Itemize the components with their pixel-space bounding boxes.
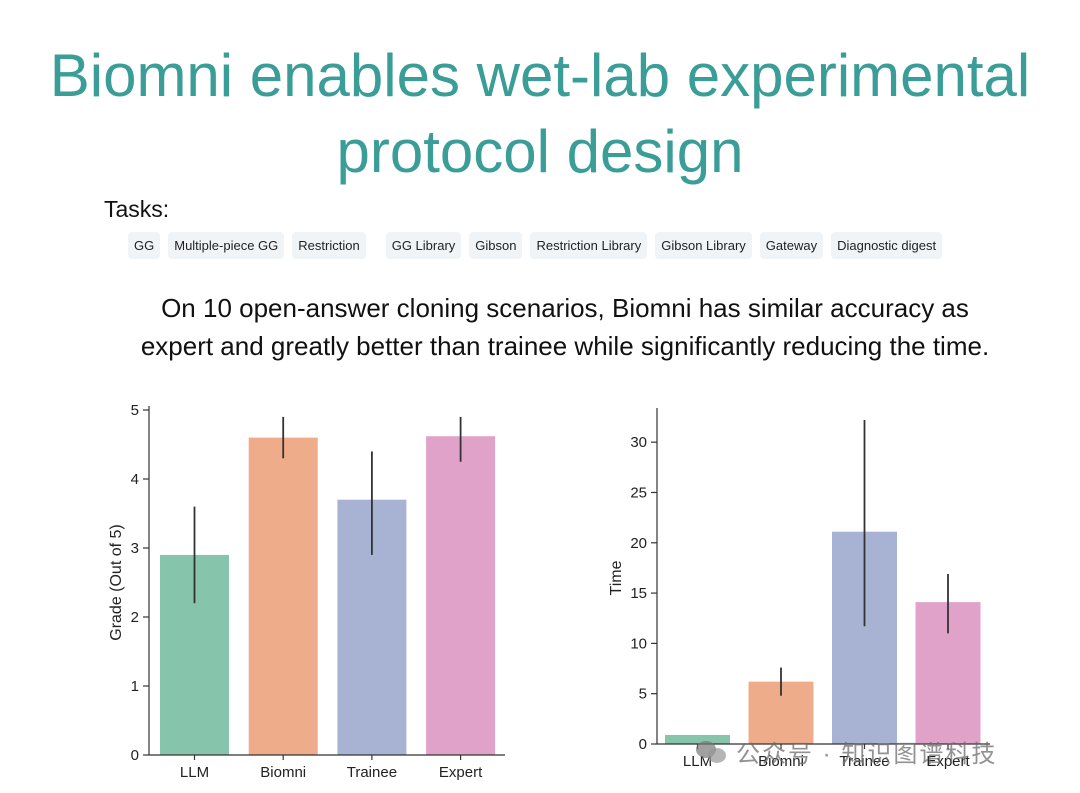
summary-text: On 10 open-answer cloning scenarios, Bio… xyxy=(0,289,1080,365)
wechat-icon xyxy=(696,739,728,765)
x-tick-label: Expert xyxy=(926,753,970,770)
title-line-2: protocol design xyxy=(336,118,744,185)
y-tick-label: 0 xyxy=(639,736,647,753)
y-tick-label: 15 xyxy=(630,585,647,602)
x-tick-label: LLM xyxy=(180,764,209,781)
slide-title: Biomni enables wet-lab experimental prot… xyxy=(0,38,1080,190)
bar-llm xyxy=(665,734,730,744)
task-tags: GG Multiple-piece GG Restriction GG Libr… xyxy=(128,232,943,259)
x-tick-label: Trainee xyxy=(347,764,397,781)
task-tag: Restriction Library xyxy=(530,232,648,259)
task-tag: Restriction xyxy=(292,232,366,259)
task-tag: Diagnostic digest xyxy=(831,232,943,259)
y-axis-label: Grade (Out of 5) xyxy=(108,524,125,641)
y-tick-label: 1 xyxy=(131,678,139,695)
y-tick-label: 10 xyxy=(630,635,647,652)
task-tag: Gibson Library xyxy=(655,232,752,259)
watermark: 公众号 · 知识图谱科技 xyxy=(696,734,997,769)
x-tick-label: Expert xyxy=(439,764,483,781)
y-tick-label: 3 xyxy=(131,540,139,557)
y-axis-label: Time xyxy=(608,560,625,595)
watermark-text: 公众号 · 知识图谱科技 xyxy=(736,741,998,768)
task-tag: GG Library xyxy=(385,232,462,259)
x-tick-label: Trainee xyxy=(839,753,889,770)
bar-biomni xyxy=(248,437,318,755)
y-tick-label: 0 xyxy=(131,747,139,764)
task-tag: Multiple-piece GG xyxy=(168,232,285,259)
tasks-label: Tasks: xyxy=(104,196,170,222)
summary-line-2: expert and greatly better than trainee w… xyxy=(140,331,990,361)
y-tick-label: 25 xyxy=(630,484,647,501)
y-tick-label: 30 xyxy=(630,434,647,451)
task-tag: Gateway xyxy=(759,232,824,259)
y-tick-label: 5 xyxy=(639,686,647,703)
y-tick-label: 4 xyxy=(131,471,139,488)
x-tick-label: Biomni xyxy=(758,753,804,770)
summary-line-1: On 10 open-answer cloning scenarios, Bio… xyxy=(161,293,969,323)
title-line-1: Biomni enables wet-lab experimental xyxy=(49,42,1031,109)
task-tag: Gibson xyxy=(469,232,523,259)
task-tag: GG xyxy=(128,232,161,259)
y-tick-label: 20 xyxy=(630,535,647,552)
y-tick-label: 5 xyxy=(131,402,139,419)
bar-expert xyxy=(426,436,496,755)
x-tick-label: Biomni xyxy=(260,764,306,781)
y-tick-label: 2 xyxy=(131,609,139,626)
